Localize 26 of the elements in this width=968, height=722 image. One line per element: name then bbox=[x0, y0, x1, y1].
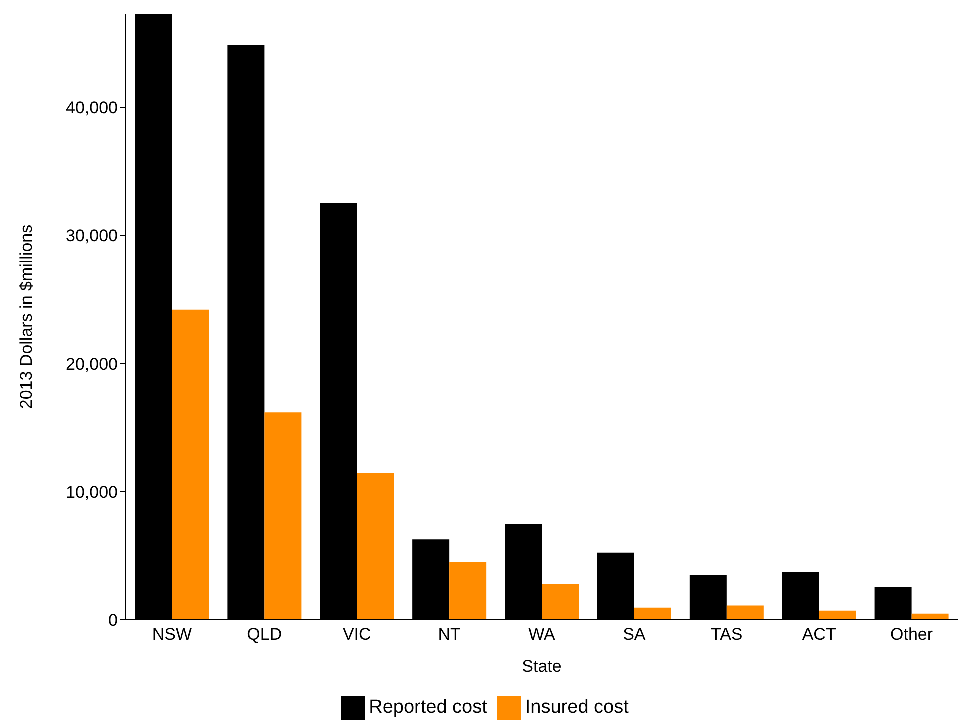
bar bbox=[542, 584, 580, 620]
x-tick-label: Other bbox=[890, 625, 934, 644]
y-tick-label: 10,000 bbox=[66, 482, 118, 502]
bar bbox=[450, 562, 487, 620]
bar bbox=[634, 608, 672, 620]
y-tick-label: 30,000 bbox=[66, 226, 118, 246]
x-tick-label: NSW bbox=[152, 625, 192, 644]
x-tick-label: NT bbox=[438, 625, 461, 644]
x-tick-label: ACT bbox=[802, 625, 836, 644]
bar bbox=[726, 606, 764, 620]
legend-label: Insured cost bbox=[525, 697, 629, 718]
x-tick-label: TAS bbox=[710, 625, 743, 644]
y-axis-title: 2013 Dollars in $millions bbox=[17, 224, 36, 410]
x-tick-label: SA bbox=[623, 625, 646, 644]
y-tick-label: 20,000 bbox=[66, 354, 118, 374]
y-tick-label: 40,000 bbox=[66, 98, 118, 118]
x-tick-label: QLD bbox=[247, 625, 282, 644]
bar bbox=[264, 412, 302, 620]
y-tick-label: 0 bbox=[108, 611, 118, 630]
bar bbox=[172, 310, 210, 620]
bar bbox=[819, 610, 856, 620]
x-axis-title: State bbox=[522, 657, 562, 676]
x-tick-label: WA bbox=[528, 625, 556, 644]
bar bbox=[357, 474, 394, 620]
x-tick-label: VIC bbox=[342, 625, 372, 644]
legend-label: Reported cost bbox=[369, 697, 488, 718]
